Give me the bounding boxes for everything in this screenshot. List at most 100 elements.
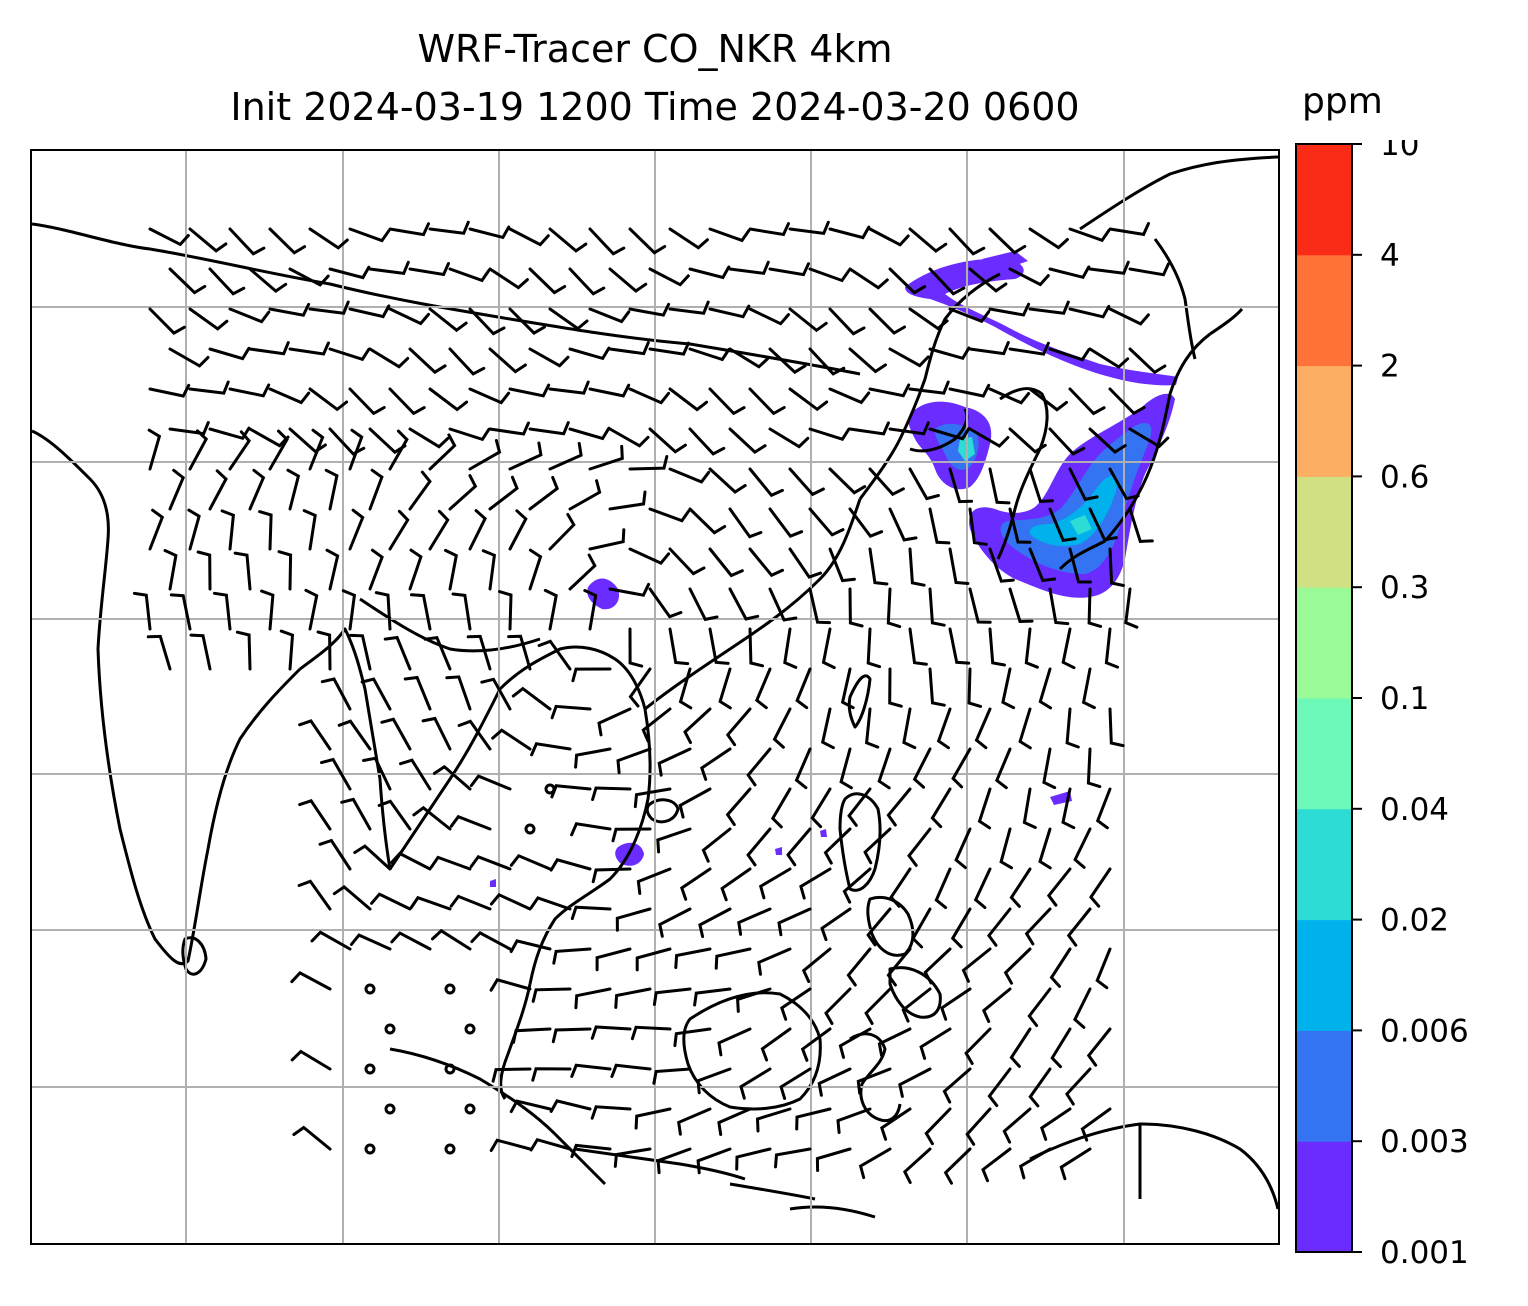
wind-barb-65 xyxy=(708,304,751,319)
wind-barb-386 xyxy=(549,858,592,872)
wind-barb-506 xyxy=(549,1099,592,1113)
wind-barb-318 xyxy=(1065,707,1080,749)
wind-barb-452 xyxy=(780,987,812,1021)
wind-barb-355 xyxy=(930,787,952,829)
wind-barb-305 xyxy=(511,686,552,711)
wind-barb-128 xyxy=(248,427,290,448)
colorbar-tick-label-7: 0.6 xyxy=(1380,459,1429,495)
wind-barb-288 xyxy=(628,667,652,708)
wind-barb-55 xyxy=(308,300,350,315)
wind-barb-434 xyxy=(886,947,912,987)
wind-barb-112 xyxy=(588,383,631,398)
wind-barb-269 xyxy=(866,627,882,669)
wind-barb-380 xyxy=(318,838,352,871)
wind-barb-429 xyxy=(674,947,712,969)
wind-barb-calm-441 xyxy=(364,983,376,995)
wind-barb-273 xyxy=(1024,627,1039,669)
wind-barb-97 xyxy=(1008,341,1050,356)
wind-barb-491 xyxy=(739,1067,772,1100)
wind-barb-425 xyxy=(509,939,552,953)
wind-barb-132 xyxy=(408,427,450,449)
wind-barb-438 xyxy=(1049,947,1072,988)
wind-barb-117 xyxy=(788,387,829,412)
wind-barb-309 xyxy=(683,707,712,745)
wind-barb-115 xyxy=(708,387,746,416)
wind-barb-175 xyxy=(1108,467,1140,501)
wind-barb-449 xyxy=(652,987,692,1006)
wind-barb-389 xyxy=(680,867,712,901)
wind-barb-454 xyxy=(864,987,892,1025)
wind-barb-179 xyxy=(286,468,301,511)
wind-barb-24 xyxy=(1068,227,1111,243)
wind-barb-140 xyxy=(728,427,767,454)
wind-barb-228 xyxy=(233,551,252,591)
wind-barb-242 xyxy=(808,587,831,625)
wind-barb-91 xyxy=(768,347,807,375)
wind-barb-27 xyxy=(208,267,246,296)
coastline-philippines-luzon xyxy=(838,792,882,892)
wind-barb-344 xyxy=(469,774,512,791)
coastline-timor xyxy=(789,1205,876,1219)
wind-barb-59 xyxy=(468,307,506,336)
wind-barb-310 xyxy=(725,707,752,747)
colorbar-tick-label-5: 0.1 xyxy=(1380,681,1429,717)
wind-barb-493 xyxy=(817,1067,852,1097)
wind-barb-410 xyxy=(698,907,732,939)
wind-barb-82 xyxy=(408,347,447,375)
wind-barb-256 xyxy=(341,589,357,631)
colorbar-box-6 xyxy=(1296,476,1352,588)
wind-barb-260 xyxy=(498,590,513,631)
wind-barb-188 xyxy=(648,507,691,523)
wind-barb-170 xyxy=(908,467,940,501)
wind-barb-359 xyxy=(1095,787,1112,830)
wind-barb-258 xyxy=(410,593,432,631)
wind-barb-53 xyxy=(228,307,271,324)
wind-barb-368 xyxy=(611,827,652,843)
wind-barb-142 xyxy=(808,427,851,441)
map-panel xyxy=(30,149,1280,1245)
wind-barb-181 xyxy=(368,468,384,511)
wind-barb-135 xyxy=(528,421,570,436)
wind-barb-73 xyxy=(1028,300,1070,315)
wind-barb-304 xyxy=(480,677,512,711)
wind-barb-329 xyxy=(657,747,692,777)
wind-barb-calm-523 xyxy=(444,1143,456,1155)
wind-barb-calm-521 xyxy=(364,1143,376,1155)
wind-barb-180 xyxy=(324,468,339,511)
coastline-sakhalin xyxy=(1153,238,1197,360)
wind-barb-109 xyxy=(468,387,511,405)
wind-barb-199 xyxy=(1088,507,1118,542)
wind-barb-197 xyxy=(1008,507,1032,544)
wind-barb-330 xyxy=(700,747,732,781)
wind-barb-402 xyxy=(370,892,412,911)
wind-barb-13 xyxy=(628,227,667,255)
wind-barb-398 xyxy=(1046,867,1072,907)
wind-barb-100 xyxy=(1128,347,1167,375)
wind-barb-95 xyxy=(928,346,971,361)
coastline-mongolia-border xyxy=(32,222,861,376)
wind-barb-513 xyxy=(836,1107,872,1134)
wind-barb-281 xyxy=(349,633,372,671)
colorbar-tick-label-0: 0.001 xyxy=(1380,1235,1469,1270)
wind-barb-537 xyxy=(981,1147,1012,1183)
wind-barb-388 xyxy=(636,867,672,895)
wind-barb-218 xyxy=(828,547,856,583)
wind-barb-41 xyxy=(768,262,810,277)
wind-barb-360 xyxy=(298,799,332,831)
wind-barb-122 xyxy=(988,387,1031,405)
wind-barb-251 xyxy=(132,591,152,631)
wind-barb-257 xyxy=(374,591,392,631)
wind-barb-223 xyxy=(1028,547,1057,583)
wind-barb-250 xyxy=(1124,587,1139,629)
wind-barb-222 xyxy=(988,547,1015,583)
wind-barb-214 xyxy=(668,547,706,576)
wind-barb-124 xyxy=(1068,387,1106,416)
wind-barb-87 xyxy=(608,341,650,356)
wind-barb-384 xyxy=(469,854,512,871)
coastline-mindanao xyxy=(888,966,942,1019)
wind-barb-56 xyxy=(348,304,391,319)
wind-barb-428 xyxy=(635,947,672,972)
wind-barb-145 xyxy=(928,426,971,441)
wind-barb-93 xyxy=(848,347,887,374)
wind-barb-528 xyxy=(613,1147,652,1168)
